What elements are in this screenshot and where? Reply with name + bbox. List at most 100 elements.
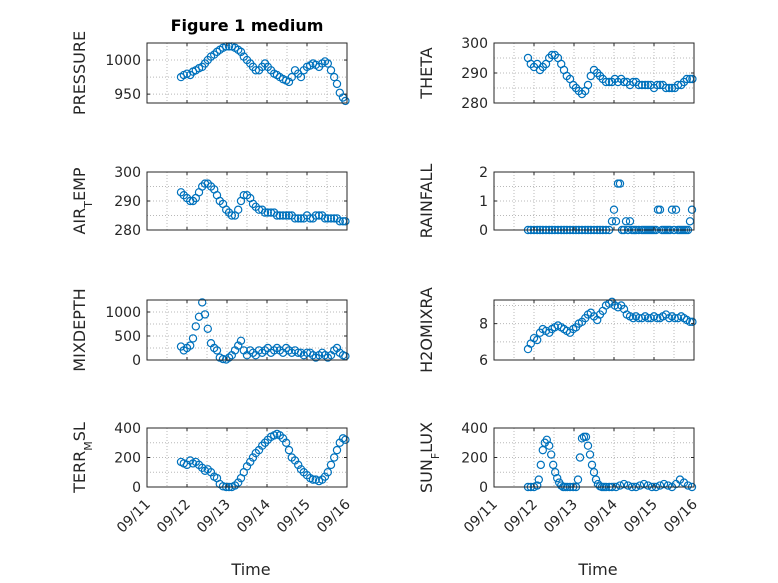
data-point bbox=[323, 59, 332, 68]
data-point bbox=[233, 205, 243, 214]
data-point bbox=[275, 211, 284, 220]
data-point bbox=[655, 481, 665, 490]
data-point bbox=[209, 50, 219, 59]
y-axis-label: TERRMSL bbox=[70, 422, 95, 494]
data-point bbox=[221, 205, 231, 214]
data-point bbox=[320, 214, 330, 223]
data-point bbox=[332, 79, 342, 89]
data-point bbox=[659, 479, 669, 489]
data-point bbox=[200, 310, 210, 319]
data-point bbox=[227, 211, 236, 220]
data-point bbox=[282, 343, 291, 353]
data-point bbox=[553, 473, 562, 483]
data-point bbox=[296, 348, 306, 357]
y-axis-label: SUNFLUX bbox=[417, 422, 442, 493]
data-point bbox=[653, 80, 662, 90]
data-point bbox=[258, 348, 267, 357]
data-point bbox=[583, 441, 593, 450]
data-point bbox=[209, 343, 219, 353]
data-point bbox=[236, 47, 246, 57]
axes-box bbox=[146, 299, 348, 361]
data-point bbox=[663, 481, 673, 490]
data-point bbox=[549, 460, 558, 470]
y-tick-label: 200 bbox=[461, 451, 488, 467]
data-point bbox=[323, 468, 332, 477]
data-point bbox=[583, 80, 593, 90]
y-tick-label: 290 bbox=[114, 194, 141, 210]
data-point bbox=[551, 468, 560, 477]
data-point bbox=[203, 324, 212, 333]
data-point bbox=[308, 475, 318, 484]
data-point bbox=[294, 460, 303, 470]
data-point bbox=[332, 343, 342, 353]
subplot-pressure: 950 1000 PRESSURE Figure 1 medium bbox=[70, 16, 350, 115]
y-tick-label: 1000 bbox=[105, 305, 141, 321]
data-point bbox=[306, 348, 315, 357]
data-point bbox=[272, 211, 282, 220]
data-point bbox=[308, 351, 318, 360]
data-point bbox=[341, 96, 350, 106]
y-tick-label: 500 bbox=[114, 329, 141, 345]
data-point bbox=[547, 450, 556, 459]
data-point bbox=[607, 217, 617, 226]
data-point bbox=[330, 346, 339, 355]
data-point bbox=[284, 445, 294, 455]
x-tick-label: 09/13 bbox=[194, 497, 234, 537]
y-tick-label: 300 bbox=[114, 165, 141, 181]
data-point bbox=[615, 481, 625, 490]
y-tick-label: 400 bbox=[114, 421, 141, 437]
axes-box bbox=[146, 42, 348, 104]
data-point bbox=[589, 468, 599, 477]
data-point bbox=[533, 335, 542, 345]
data-point bbox=[318, 348, 327, 357]
data-point bbox=[643, 481, 653, 490]
y-tick-label: 2 bbox=[479, 165, 488, 181]
data-point bbox=[581, 432, 591, 442]
data-point bbox=[330, 453, 339, 462]
subplot-mixdepth: 0 500 1000 MIXDEPTH bbox=[70, 288, 350, 372]
data-point bbox=[251, 66, 260, 75]
data-point bbox=[188, 196, 198, 206]
data-point bbox=[290, 214, 300, 223]
data-point bbox=[185, 341, 195, 350]
subplot-rainfall: 0 1 2 RAINFALL bbox=[417, 164, 697, 239]
data-point bbox=[573, 475, 583, 484]
data-point bbox=[270, 346, 279, 355]
y-axis-label: H2OMIXRA bbox=[417, 287, 436, 373]
subplot-air-temp: 280 290 300 AIRTEMP bbox=[70, 165, 350, 239]
data-point bbox=[615, 179, 625, 188]
data-point bbox=[176, 188, 186, 197]
data-point bbox=[687, 205, 697, 214]
x-tick-label: 09/13 bbox=[541, 497, 581, 537]
data-point bbox=[212, 346, 222, 355]
data-point bbox=[224, 353, 234, 362]
data-point bbox=[341, 217, 350, 226]
y-tick-label: 8 bbox=[479, 317, 488, 333]
data-point bbox=[611, 217, 621, 226]
y-tick-label: 200 bbox=[114, 451, 141, 467]
data-point bbox=[341, 435, 350, 444]
data-point bbox=[245, 346, 255, 355]
data-point bbox=[260, 208, 270, 217]
data-point bbox=[320, 351, 330, 360]
data-point bbox=[575, 453, 585, 462]
data-point bbox=[621, 217, 631, 226]
y-tick-label: 1 bbox=[479, 194, 488, 210]
x-tick-label: 09/15 bbox=[621, 497, 661, 537]
y-tick-label: 0 bbox=[479, 223, 488, 239]
figure-title: Figure 1 medium bbox=[171, 16, 324, 35]
y-axis-label: RAINFALL bbox=[417, 164, 436, 239]
y-tick-label: 950 bbox=[114, 87, 141, 103]
data-point bbox=[326, 214, 336, 223]
x-tick-label: 09/12 bbox=[154, 497, 194, 537]
y-tick-label: 290 bbox=[461, 66, 488, 82]
y-tick-label: 280 bbox=[114, 223, 141, 239]
data-point bbox=[643, 313, 653, 323]
x-tick-label: 09/16 bbox=[314, 496, 354, 536]
data-point bbox=[601, 77, 611, 87]
data-point bbox=[637, 80, 647, 90]
data-point bbox=[191, 322, 200, 331]
data-point bbox=[326, 66, 336, 75]
x-tick-label: 09/11 bbox=[461, 497, 501, 537]
